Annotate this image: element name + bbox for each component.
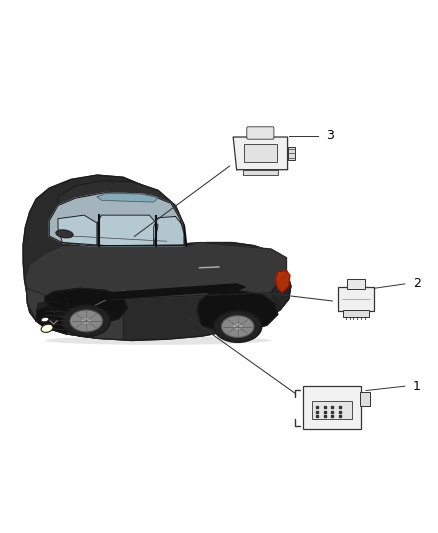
- Polygon shape: [49, 181, 184, 246]
- Ellipse shape: [62, 305, 110, 336]
- Ellipse shape: [81, 317, 92, 325]
- Polygon shape: [36, 306, 67, 334]
- Polygon shape: [233, 137, 288, 169]
- Polygon shape: [154, 216, 184, 246]
- Polygon shape: [45, 288, 127, 323]
- FancyBboxPatch shape: [303, 386, 361, 430]
- Bar: [343, 310, 369, 317]
- Polygon shape: [36, 301, 69, 321]
- FancyBboxPatch shape: [338, 287, 374, 311]
- Text: 2: 2: [413, 277, 420, 290]
- Ellipse shape: [214, 311, 261, 342]
- Polygon shape: [58, 215, 97, 246]
- Bar: [244, 144, 277, 163]
- Polygon shape: [53, 284, 245, 302]
- Ellipse shape: [232, 323, 243, 330]
- Ellipse shape: [45, 336, 271, 345]
- Polygon shape: [97, 193, 158, 202]
- Bar: [312, 401, 352, 419]
- Ellipse shape: [41, 317, 49, 322]
- Bar: [360, 392, 370, 406]
- Polygon shape: [25, 243, 286, 301]
- Polygon shape: [271, 271, 291, 310]
- Polygon shape: [23, 175, 291, 341]
- Polygon shape: [276, 271, 290, 293]
- Bar: [288, 147, 295, 160]
- FancyBboxPatch shape: [347, 279, 365, 289]
- Text: 3: 3: [325, 130, 333, 142]
- Polygon shape: [26, 266, 123, 340]
- Polygon shape: [97, 215, 158, 246]
- Ellipse shape: [70, 310, 102, 332]
- Bar: [243, 169, 278, 175]
- Ellipse shape: [56, 230, 73, 238]
- Polygon shape: [197, 290, 278, 331]
- Polygon shape: [49, 192, 184, 246]
- Text: 1: 1: [413, 379, 420, 393]
- Ellipse shape: [221, 316, 254, 337]
- Ellipse shape: [41, 324, 53, 333]
- FancyBboxPatch shape: [247, 127, 274, 139]
